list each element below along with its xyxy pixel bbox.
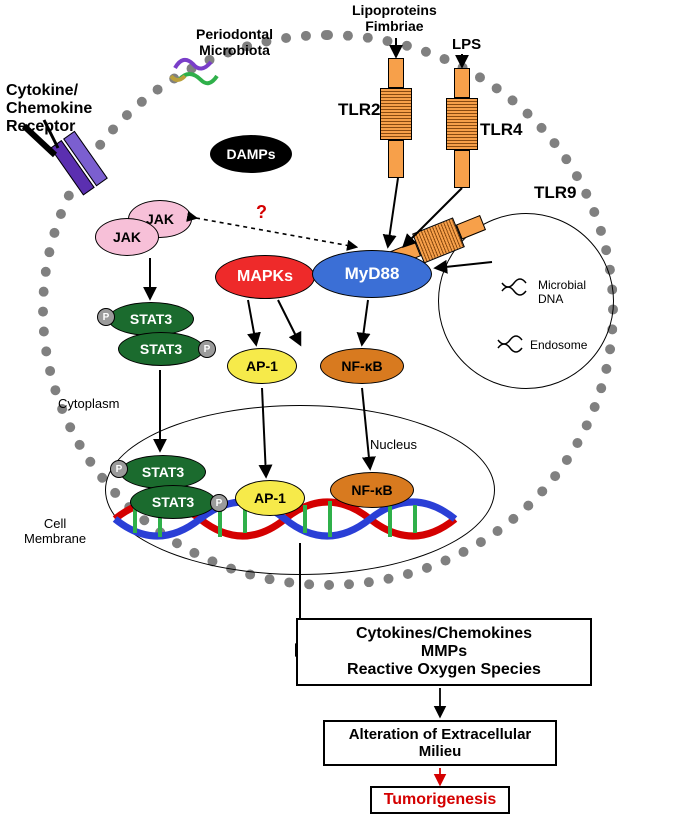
node-jak1-label: JAK xyxy=(113,229,141,245)
phos-mark: P xyxy=(97,308,115,326)
label-tlr9: TLR9 xyxy=(534,183,577,203)
label-endosome: Endosome xyxy=(530,338,587,352)
label-microbial-dna: Microbial DNA xyxy=(538,278,586,306)
node-damps: DAMPs xyxy=(210,135,292,173)
node-nfkb-nuc-label: NF-κB xyxy=(351,482,392,498)
output-box-2: Alteration of Extracellular Milieu xyxy=(323,720,557,766)
node-ap1-cyto: AP-1 xyxy=(227,348,297,384)
output-box-3: Tumorigenesis xyxy=(370,786,510,814)
phos-mark: P xyxy=(210,494,228,512)
node-ap1-nuc-label: AP-1 xyxy=(254,490,286,506)
label-lps: LPS xyxy=(452,36,481,53)
label-cell-membrane: Cell Membrane xyxy=(24,516,86,546)
node-ap1-cyto-label: AP-1 xyxy=(246,358,278,374)
node-stat3-c: STAT3 xyxy=(120,455,206,489)
node-myd88: MyD88 xyxy=(312,250,432,298)
node-stat3-d-label: STAT3 xyxy=(152,494,194,510)
node-jak1: JAK xyxy=(95,218,159,256)
output-box-2-text: Alteration of Extracellular Milieu xyxy=(349,726,532,760)
label-cytoplasm: Cytoplasm xyxy=(58,396,119,411)
phos-mark: P xyxy=(198,340,216,358)
output-box-1: Cytokines/Chemokines MMPs Reactive Oxyge… xyxy=(296,618,592,686)
node-ap1-nuc: AP-1 xyxy=(235,480,305,516)
node-stat3-d: STAT3 xyxy=(130,485,216,519)
phos-mark: P xyxy=(110,460,128,478)
node-stat3-a-label: STAT3 xyxy=(130,311,172,327)
node-mapks-label: MAPKs xyxy=(237,268,293,286)
node-nfkb-cyto: NF-κB xyxy=(320,348,404,384)
node-stat3-a: STAT3 xyxy=(108,302,194,336)
output-box-3-text: Tumorigenesis xyxy=(384,791,497,809)
node-stat3-c-label: STAT3 xyxy=(142,464,184,480)
label-cytokine-receptor: Cytokine/ Chemokine Receptor xyxy=(6,82,92,136)
label-periodontal: Periodontal Microbiota xyxy=(196,26,273,58)
node-nfkb-nuc: NF-κB xyxy=(330,472,414,508)
label-tlr4: TLR4 xyxy=(480,120,523,140)
label-lipoproteins: Lipoproteins Fimbriae xyxy=(352,2,437,34)
output-box-1-text: Cytokines/Chemokines MMPs Reactive Oxyge… xyxy=(347,625,541,679)
node-stat3-b-label: STAT3 xyxy=(140,341,182,357)
label-tlr2: TLR2 xyxy=(338,100,381,120)
node-stat3-b: STAT3 xyxy=(118,332,204,366)
endosome-circle xyxy=(438,213,614,389)
label-nucleus: Nucleus xyxy=(370,437,417,452)
label-question: ? xyxy=(256,202,267,223)
node-nfkb-cyto-label: NF-κB xyxy=(341,358,382,374)
node-mapks: MAPKs xyxy=(215,255,315,299)
node-myd88-label: MyD88 xyxy=(345,264,400,284)
node-damps-label: DAMPs xyxy=(226,146,275,162)
